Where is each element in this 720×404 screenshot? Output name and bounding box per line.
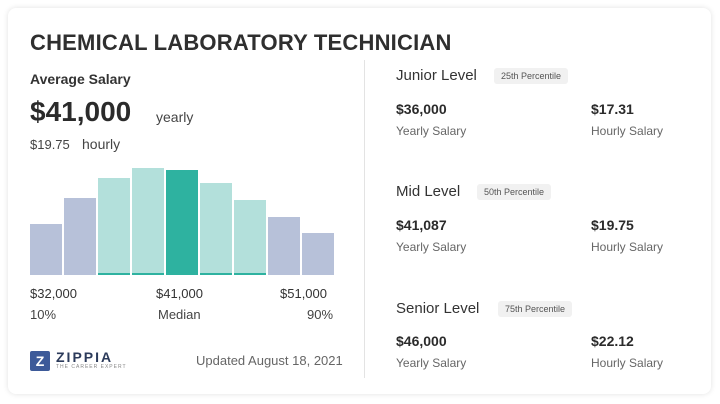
junior-hourly-label: Hourly Salary	[591, 124, 664, 138]
junior-yearly-salary: $36,000	[396, 101, 447, 117]
percentile-badge-senior: 75th Percentile	[498, 301, 573, 317]
mid-hourly-label: Hourly Salary	[591, 240, 664, 254]
axis-percentile-high: 90%	[307, 307, 334, 322]
level-name-mid: Mid Level	[396, 183, 461, 200]
chart-bar-tick	[98, 273, 130, 275]
chart-bar	[98, 177, 130, 275]
chart-bar	[30, 223, 62, 275]
yearly-unit-label: yearly	[156, 109, 194, 125]
chart-bar	[268, 217, 300, 275]
senior-hourly-label: Hourly Salary	[591, 356, 664, 370]
average-hourly-salary: $19.75	[30, 137, 70, 152]
senior-yearly-salary: $46,000	[396, 333, 447, 349]
chart-bar	[234, 200, 266, 275]
level-name-senior: Senior Level	[396, 300, 480, 317]
average-salary-label: Average Salary	[30, 71, 131, 87]
mid-hourly-salary: $19.75	[591, 217, 634, 233]
axis-percentile-low: 10%	[30, 307, 57, 322]
page-title: CHEMICAL LABORATORY TECHNICIAN	[30, 30, 452, 55]
mid-yearly-label: Yearly Salary	[396, 240, 467, 254]
chart-bar	[166, 170, 198, 275]
axis-value-high: $51,000	[280, 286, 327, 301]
level-name-junior: Junior Level	[396, 67, 477, 84]
column-divider	[364, 60, 365, 378]
senior-hourly-salary: $22.12	[591, 333, 634, 349]
mid-yearly-salary: $41,087	[396, 217, 447, 233]
logo-name: ZIPPIA	[56, 349, 114, 365]
junior-yearly-label: Yearly Salary	[396, 124, 467, 138]
axis-value-low: $32,000	[30, 286, 77, 301]
zippia-logo[interactable]: Z ZIPPIA THE CAREER EXPERT	[30, 350, 127, 371]
percentile-badge-junior: 25th Percentile	[494, 68, 569, 84]
junior-hourly-salary: $17.31	[591, 101, 634, 117]
chart-bar-tick	[234, 273, 266, 275]
axis-percentile-median: Median	[158, 307, 201, 322]
zippia-z-icon: Z	[30, 350, 50, 371]
chart-bar	[200, 182, 232, 275]
chart-bar	[302, 233, 334, 275]
chart-bar-tick	[132, 273, 164, 275]
chart-bar	[132, 168, 164, 275]
chart-bar	[64, 197, 96, 275]
updated-date: Updated August 18, 2021	[196, 353, 343, 368]
axis-value-median: $41,000	[156, 286, 203, 301]
salary-distribution-chart	[30, 168, 334, 275]
percentile-badge-mid: 50th Percentile	[477, 184, 552, 200]
chart-bar-tick	[200, 273, 232, 275]
average-yearly-salary: $41,000	[30, 96, 132, 127]
senior-yearly-label: Yearly Salary	[396, 356, 467, 370]
hourly-unit-label: hourly	[82, 136, 121, 152]
logo-tagline: THE CAREER EXPERT	[56, 364, 127, 370]
